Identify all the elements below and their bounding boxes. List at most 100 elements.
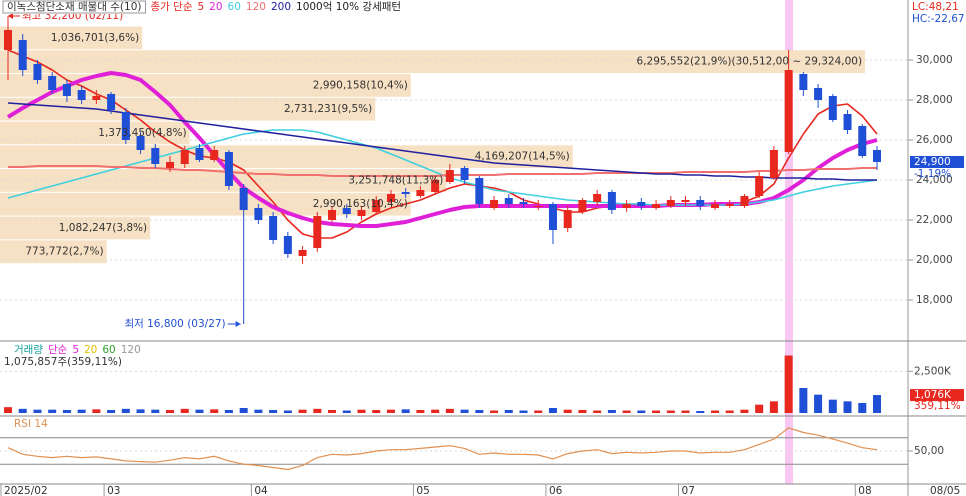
volume-bar (607, 410, 616, 413)
volume-bar (33, 409, 42, 413)
volume-bar (622, 410, 631, 413)
x-tick-label: 07 (682, 485, 695, 496)
candle-body (637, 202, 646, 206)
profile-band (0, 74, 411, 97)
volume-bar (254, 409, 263, 413)
x-tick-label: 05 (416, 485, 429, 496)
volume-bar (92, 409, 101, 413)
volume-bar (210, 409, 219, 413)
volume-title: 거래량 (14, 344, 43, 356)
candle-body (224, 152, 233, 186)
last-volume-box (910, 389, 964, 402)
volume-bar (504, 410, 513, 413)
volume-bar (283, 410, 292, 413)
last-volume-label: 1,076K (914, 389, 952, 401)
profile-band (0, 169, 447, 192)
profile-band (0, 216, 151, 240)
volume-bar (166, 410, 175, 413)
candle-body (313, 216, 322, 248)
volume-bar (490, 410, 499, 413)
candle-body (666, 200, 675, 206)
pattern-label: 1000억 10% 강세패턴 (296, 1, 401, 13)
max-arrowhead (8, 13, 13, 19)
legend-prefix: 종가 단순 (151, 1, 193, 13)
candle-body (593, 194, 602, 202)
profile-band (0, 26, 143, 50)
candle-body (254, 208, 263, 220)
profile-label: 2,990,163(10,4%) (313, 198, 408, 210)
volume-bar (342, 410, 351, 413)
candle-body (725, 204, 734, 206)
candle-body (416, 190, 425, 196)
volume-profile (0, 26, 866, 264)
signal-highlight (785, 0, 793, 484)
volume-bar (431, 409, 440, 413)
candle-body (799, 74, 808, 90)
candle-body (696, 200, 705, 206)
volume-bar (681, 410, 690, 413)
candle-body (92, 96, 101, 100)
volume-bar (578, 410, 587, 413)
volume-bar (62, 410, 71, 413)
legend-item: 120 (121, 344, 141, 356)
y-tick-label: 2,500K (914, 365, 952, 377)
candle-body (740, 196, 749, 206)
volume-bar (77, 409, 86, 413)
volume-bar (48, 409, 57, 413)
y-tick-label: 24,000 (916, 174, 953, 186)
profile-band (0, 97, 376, 121)
volume-bar (4, 407, 12, 413)
candle-body (342, 208, 351, 214)
candle-body (475, 178, 484, 204)
legend-item: 5 (72, 344, 79, 356)
legend-item: 5 (197, 1, 204, 13)
candle-body (873, 150, 881, 162)
y-tick-label: 30,000 (916, 54, 953, 66)
volume-bar (563, 409, 572, 413)
y-tick-label: 50,00 (914, 445, 944, 457)
x-tick-label: 03 (107, 485, 120, 496)
candle-body (180, 150, 189, 164)
profile-label: 1,373,450(4,8%) (98, 127, 186, 139)
candle-body (563, 210, 572, 228)
candle-body (298, 250, 307, 256)
hc-label: HC:-22,67 (912, 13, 965, 25)
candle-body (445, 170, 454, 182)
legend-item: 20 (209, 1, 222, 13)
rsi-title: RSI 14 (14, 418, 48, 430)
volume-bar (372, 410, 381, 413)
candle-body (195, 148, 204, 160)
profile-label: 1,036,701(3,6%) (51, 32, 139, 44)
candle-body (534, 206, 543, 207)
candle-body (151, 148, 160, 164)
legend-bg (0, 0, 432, 14)
ma-line (7, 102, 877, 181)
volume-bar (696, 411, 705, 413)
legend-item: 60 (228, 1, 241, 13)
profile-label: 4,169,207(14,5%) (475, 151, 570, 163)
candle-body (48, 76, 57, 90)
profile-label: 6,295,552(21,9%)(30,512,00 ~ 29,324,00) (637, 56, 863, 68)
date-label: 08/05 (930, 485, 960, 496)
volume-bar (637, 410, 646, 413)
volume-bar (519, 410, 528, 413)
volume-bar (755, 404, 764, 413)
legend-item: 200 (271, 1, 291, 13)
x-tick-label: 04 (254, 485, 268, 496)
volume-bar (239, 408, 248, 413)
candle-body (828, 96, 837, 120)
candle-body (77, 90, 86, 100)
x-tick-label: 08 (858, 485, 871, 496)
candle-body (431, 180, 440, 192)
candle-body (784, 70, 793, 152)
volume-bar (548, 408, 557, 413)
profile-band (0, 50, 866, 74)
y-tick-label: 22,000 (916, 214, 953, 226)
candle-body (357, 210, 366, 216)
volume-bar (386, 409, 395, 413)
volume-bar (858, 403, 867, 413)
candle-body (490, 200, 499, 208)
candle-body (755, 176, 764, 196)
